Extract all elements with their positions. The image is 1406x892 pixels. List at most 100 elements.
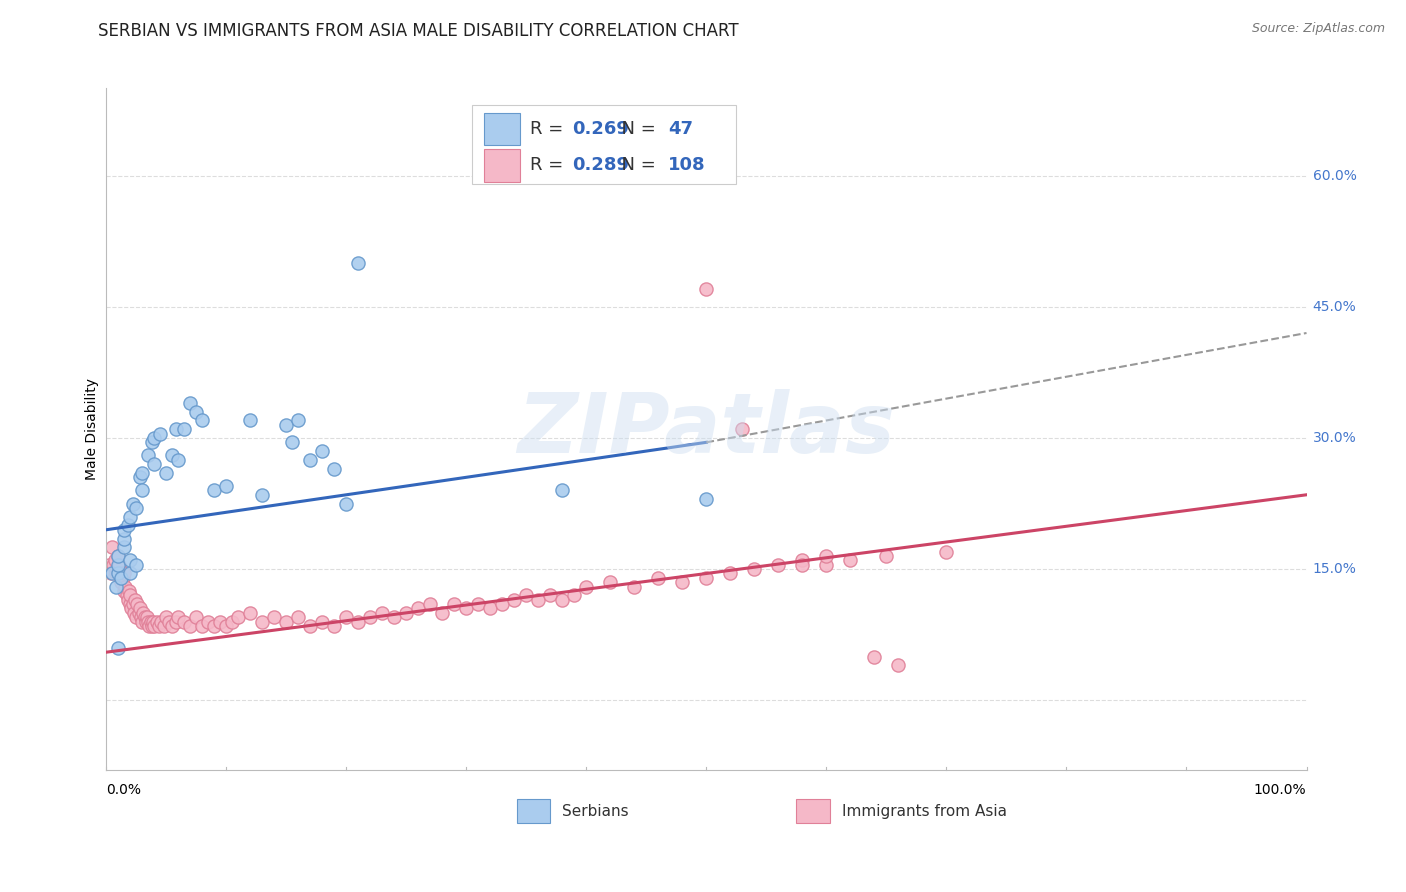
Point	[121, 597, 143, 611]
Point	[167, 452, 190, 467]
Point	[136, 615, 159, 629]
Point	[197, 615, 219, 629]
Text: 108: 108	[668, 156, 706, 174]
Point	[104, 580, 127, 594]
Point	[104, 553, 127, 567]
Point	[117, 518, 139, 533]
Point	[179, 619, 201, 633]
Point	[347, 615, 370, 629]
Point	[125, 610, 148, 624]
Point	[815, 549, 838, 563]
Point	[173, 615, 195, 629]
Point	[408, 601, 430, 615]
Point	[112, 523, 135, 537]
Point	[129, 610, 152, 624]
Point	[141, 435, 163, 450]
Point	[110, 575, 132, 590]
Point	[299, 619, 322, 633]
Point	[443, 597, 465, 611]
Point	[491, 597, 513, 611]
FancyBboxPatch shape	[484, 149, 520, 182]
Text: 47: 47	[668, 120, 693, 138]
Point	[467, 597, 489, 611]
Point	[136, 449, 159, 463]
Point	[134, 610, 156, 624]
Point	[107, 640, 129, 655]
Point	[564, 588, 586, 602]
Point	[110, 571, 132, 585]
Point	[239, 413, 262, 427]
Point	[120, 588, 142, 602]
FancyBboxPatch shape	[796, 799, 830, 823]
Point	[671, 575, 693, 590]
Point	[263, 610, 285, 624]
Point	[127, 597, 149, 611]
Point	[114, 580, 136, 594]
Point	[731, 422, 754, 436]
Text: 45.0%: 45.0%	[1313, 300, 1357, 314]
Text: 15.0%: 15.0%	[1313, 562, 1357, 576]
Point	[125, 558, 148, 572]
Point	[395, 606, 418, 620]
Text: 0.269: 0.269	[572, 120, 628, 138]
Point	[142, 615, 165, 629]
Point	[281, 435, 304, 450]
Point	[103, 558, 125, 572]
Point	[111, 566, 134, 581]
Point	[143, 619, 166, 633]
Point	[155, 466, 177, 480]
Point	[107, 566, 129, 581]
Point	[875, 549, 897, 563]
Point	[335, 610, 357, 624]
Point	[165, 422, 187, 436]
Point	[527, 592, 550, 607]
Point	[538, 588, 561, 602]
Point	[252, 488, 274, 502]
Point	[97, 558, 120, 572]
Point	[215, 619, 238, 633]
Point	[145, 615, 167, 629]
Text: 60.0%: 60.0%	[1313, 169, 1357, 183]
Point	[599, 575, 621, 590]
Point	[647, 571, 669, 585]
Point	[575, 580, 598, 594]
Y-axis label: Male Disability: Male Disability	[86, 378, 100, 480]
Point	[191, 619, 214, 633]
Point	[226, 610, 249, 624]
Point	[792, 558, 814, 572]
Point	[101, 566, 124, 581]
Point	[165, 615, 187, 629]
Point	[252, 615, 274, 629]
Point	[112, 532, 135, 546]
FancyBboxPatch shape	[472, 105, 737, 184]
Point	[551, 592, 574, 607]
Point	[162, 449, 184, 463]
Point	[125, 500, 148, 515]
Point	[186, 405, 208, 419]
Point	[107, 566, 129, 581]
Point	[432, 606, 454, 620]
Point	[887, 658, 910, 673]
Point	[120, 597, 142, 611]
Point	[695, 492, 717, 507]
FancyBboxPatch shape	[484, 112, 520, 145]
Point	[107, 549, 129, 563]
Point	[112, 584, 135, 599]
Point	[108, 558, 131, 572]
Point	[112, 571, 135, 585]
Text: Serbians: Serbians	[562, 804, 628, 819]
Point	[419, 597, 441, 611]
Point	[143, 457, 166, 471]
Point	[139, 615, 162, 629]
Point	[186, 610, 208, 624]
Point	[792, 553, 814, 567]
Point	[112, 566, 135, 581]
Point	[551, 483, 574, 498]
Point	[162, 619, 184, 633]
Point	[124, 592, 146, 607]
Point	[141, 619, 163, 633]
Point	[311, 444, 333, 458]
Point	[155, 610, 177, 624]
Point	[276, 417, 298, 432]
Point	[287, 413, 309, 427]
